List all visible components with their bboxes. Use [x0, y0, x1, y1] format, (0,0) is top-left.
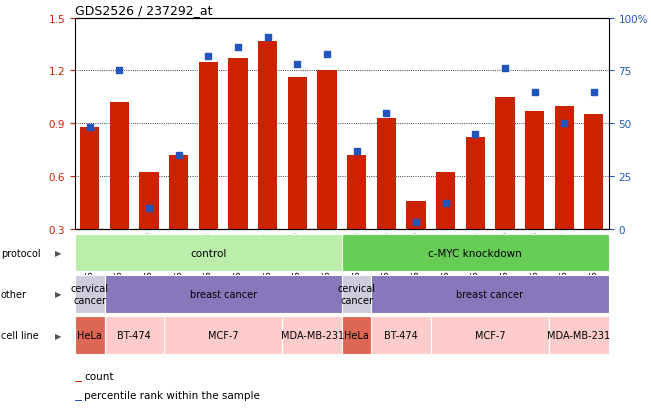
Bar [347, 156, 367, 229]
Text: HeLa: HeLa [77, 330, 102, 341]
Bar [229, 59, 247, 229]
Text: count: count [85, 372, 114, 382]
Bar [110, 103, 129, 229]
Text: MCF-7: MCF-7 [208, 330, 238, 341]
Bar [584, 115, 603, 229]
Text: cervical
cancer: cervical cancer [71, 283, 109, 305]
Point [173, 152, 184, 159]
Bar [372, 275, 609, 313]
Text: HeLa: HeLa [344, 330, 369, 341]
Text: GDS2526 / 237292_at: GDS2526 / 237292_at [75, 5, 212, 17]
Bar [377, 119, 396, 229]
Bar [406, 201, 426, 229]
Bar [75, 400, 82, 401]
Point [589, 89, 599, 95]
Bar [525, 112, 544, 229]
Bar [549, 317, 609, 354]
Bar [75, 381, 82, 382]
Bar [258, 41, 277, 229]
Point [559, 121, 570, 127]
Bar [342, 275, 372, 313]
Text: protocol: protocol [1, 248, 40, 258]
Text: cell line: cell line [1, 330, 38, 341]
Bar [80, 127, 100, 229]
Point [381, 110, 391, 116]
Text: MDA-MB-231: MDA-MB-231 [281, 330, 344, 341]
Bar [431, 317, 549, 354]
Text: ▶: ▶ [55, 331, 62, 340]
Point [470, 131, 480, 138]
Text: ▶: ▶ [55, 290, 62, 299]
Point [203, 53, 214, 60]
Bar [283, 317, 342, 354]
Bar [372, 317, 431, 354]
Point [322, 51, 332, 58]
Bar [342, 317, 372, 354]
Bar [288, 78, 307, 229]
Point [529, 89, 540, 95]
Bar [105, 317, 164, 354]
Text: MDA-MB-231: MDA-MB-231 [547, 330, 611, 341]
Text: ▶: ▶ [55, 249, 62, 257]
Point [262, 34, 273, 41]
Bar [169, 156, 188, 229]
Text: breast cancer: breast cancer [456, 289, 523, 299]
Point [440, 201, 450, 207]
Point [85, 125, 95, 131]
Text: percentile rank within the sample: percentile rank within the sample [85, 390, 260, 400]
Point [144, 205, 154, 211]
Bar [317, 71, 337, 229]
Bar [436, 173, 455, 229]
Point [352, 148, 362, 154]
Text: other: other [1, 289, 27, 299]
Bar [199, 62, 218, 229]
Bar [139, 173, 159, 229]
Text: MCF-7: MCF-7 [475, 330, 505, 341]
Bar [75, 317, 105, 354]
Point [411, 220, 421, 226]
Bar [75, 275, 105, 313]
Point [500, 66, 510, 72]
Bar [105, 275, 342, 313]
Text: BT-474: BT-474 [117, 330, 151, 341]
Text: breast cancer: breast cancer [189, 289, 256, 299]
Point [233, 45, 243, 51]
Text: cervical
cancer: cervical cancer [338, 283, 376, 305]
Bar [495, 97, 514, 229]
Bar [465, 138, 485, 229]
Point [292, 62, 303, 68]
Bar [342, 234, 609, 272]
Bar [555, 106, 574, 229]
Text: c-MYC knockdown: c-MYC knockdown [428, 248, 522, 258]
Text: BT-474: BT-474 [384, 330, 418, 341]
Bar [164, 317, 283, 354]
Bar [75, 234, 342, 272]
Text: control: control [190, 248, 227, 258]
Point [114, 68, 124, 75]
